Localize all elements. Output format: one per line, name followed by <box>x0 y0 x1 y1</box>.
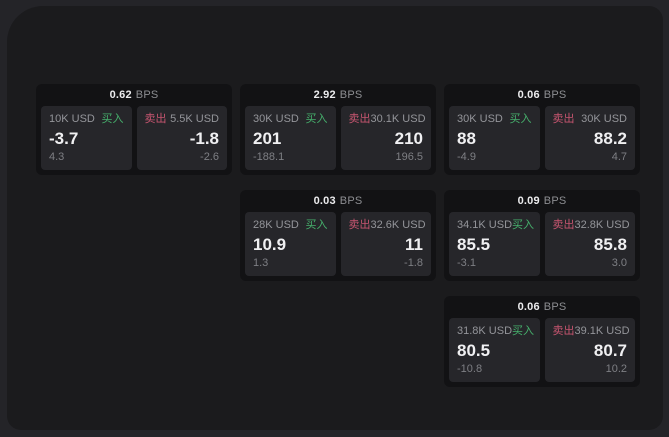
buy-change: -10.8 <box>457 363 483 375</box>
spread-unit: BPS <box>339 89 363 101</box>
spread-value: 2.92 <box>313 89 336 101</box>
sell-amount: 39.1K USD <box>574 325 630 337</box>
buy-button[interactable]: 买入 <box>512 325 535 337</box>
spread-header: 0.03 BPS <box>240 190 436 212</box>
buy-change: -3.1 <box>457 257 476 269</box>
sell-price: 85.8 <box>593 235 627 254</box>
spread-unit: BPS <box>543 195 567 207</box>
quote-card: 2.92 BPS 30K USD 买入 201 -188.1 卖出 30.1K … <box>240 84 436 175</box>
buy-tile[interactable]: 31.8K USD 买入 80.5 -10.8 <box>449 318 540 382</box>
spread-unit: BPS <box>135 89 159 101</box>
quote-card-body: 31.8K USD 买入 80.5 -10.8 卖出 39.1K USD 80.… <box>449 318 635 382</box>
quote-card: 0.03 BPS 28K USD 买入 10.9 1.3 卖出 32.6K US… <box>240 190 436 281</box>
buy-button[interactable]: 买入 <box>305 113 328 125</box>
buy-price: -3.7 <box>49 129 79 148</box>
spread-header: 0.06 BPS <box>444 84 640 106</box>
quote-card: 0.62 BPS 10K USD 买入 -3.7 4.3 卖出 5.5K USD… <box>36 84 232 175</box>
sell-change: 196.5 <box>395 151 423 163</box>
buy-button[interactable]: 买入 <box>101 113 124 125</box>
spread-value: 0.06 <box>517 89 540 101</box>
quote-card-body: 28K USD 买入 10.9 1.3 卖出 32.6K USD 11 -1.8 <box>245 212 431 276</box>
sell-price: 11 <box>405 235 423 254</box>
buy-button[interactable]: 买入 <box>305 219 328 231</box>
buy-tile[interactable]: 34.1K USD 买入 85.5 -3.1 <box>449 212 540 276</box>
spread-value: 0.03 <box>313 195 336 207</box>
sell-price: -1.8 <box>189 129 219 148</box>
buy-amount: 30K USD <box>253 113 299 125</box>
spread-header: 0.09 BPS <box>444 190 640 212</box>
sell-amount: 30.1K USD <box>370 113 426 125</box>
sell-tile[interactable]: 卖出 32.6K USD 11 -1.8 <box>340 212 431 276</box>
buy-amount: 28K USD <box>253 219 299 231</box>
buy-price: 80.5 <box>457 341 491 360</box>
spread-value: 0.09 <box>517 195 540 207</box>
spread-header: 0.06 BPS <box>444 296 640 318</box>
quote-card: 0.09 BPS 34.1K USD 买入 85.5 -3.1 卖出 32.8K… <box>444 190 640 281</box>
sell-button[interactable]: 卖出 <box>552 113 575 125</box>
sell-button[interactable]: 卖出 <box>348 113 371 125</box>
quote-card: 0.06 BPS 30K USD 买入 88 -4.9 卖出 30K USD 8… <box>444 84 640 175</box>
sell-amount: 32.6K USD <box>370 219 426 231</box>
buy-amount: 10K USD <box>49 113 95 125</box>
sell-change: -1.8 <box>404 257 423 269</box>
sell-amount: 30K USD <box>581 113 627 125</box>
buy-price: 10.9 <box>253 235 287 254</box>
sell-button[interactable]: 卖出 <box>552 219 575 231</box>
sell-change: -2.6 <box>200 151 219 163</box>
buy-price: 88 <box>457 129 476 148</box>
buy-price: 201 <box>253 129 282 148</box>
spread-unit: BPS <box>339 195 363 207</box>
sell-button[interactable]: 卖出 <box>144 113 167 125</box>
sell-price: 210 <box>394 129 423 148</box>
sell-change: 10.2 <box>605 363 627 375</box>
sell-change: 3.0 <box>611 257 627 269</box>
quote-card-body: 10K USD 买入 -3.7 4.3 卖出 5.5K USD -1.8 -2.… <box>41 106 227 170</box>
quote-card-body: 34.1K USD 买入 85.5 -3.1 卖出 32.8K USD 85.8… <box>449 212 635 276</box>
sell-tile[interactable]: 卖出 30.1K USD 210 196.5 <box>340 106 431 170</box>
quote-card-body: 30K USD 买入 88 -4.9 卖出 30K USD 88.2 4.7 <box>449 106 635 170</box>
sell-price: 88.2 <box>593 129 627 148</box>
spread-header: 2.92 BPS <box>240 84 436 106</box>
buy-tile[interactable]: 30K USD 买入 88 -4.9 <box>449 106 540 170</box>
buy-tile[interactable]: 28K USD 买入 10.9 1.3 <box>245 212 336 276</box>
buy-change: -4.9 <box>457 151 476 163</box>
spread-value: 0.06 <box>517 301 540 313</box>
sell-amount: 5.5K USD <box>170 113 219 125</box>
sell-button[interactable]: 卖出 <box>552 325 575 337</box>
spread-unit: BPS <box>543 89 567 101</box>
sell-change: 4.7 <box>611 151 627 163</box>
buy-tile[interactable]: 30K USD 买入 201 -188.1 <box>245 106 336 170</box>
sell-tile[interactable]: 卖出 5.5K USD -1.8 -2.6 <box>136 106 227 170</box>
buy-button[interactable]: 买入 <box>509 113 532 125</box>
sell-tile[interactable]: 卖出 39.1K USD 80.7 10.2 <box>544 318 635 382</box>
spread-value: 0.62 <box>109 89 132 101</box>
buy-change: 4.3 <box>49 151 65 163</box>
quote-card: 0.06 BPS 31.8K USD 买入 80.5 -10.8 卖出 39.1… <box>444 296 640 387</box>
spread-unit: BPS <box>543 301 567 313</box>
sell-tile[interactable]: 卖出 30K USD 88.2 4.7 <box>544 106 635 170</box>
sell-price: 80.7 <box>593 341 627 360</box>
sell-amount: 32.8K USD <box>574 219 630 231</box>
buy-price: 85.5 <box>457 235 491 254</box>
buy-change: -188.1 <box>253 151 285 163</box>
quote-card-body: 30K USD 买入 201 -188.1 卖出 30.1K USD 210 1… <box>245 106 431 170</box>
sell-button[interactable]: 卖出 <box>348 219 371 231</box>
buy-tile[interactable]: 10K USD 买入 -3.7 4.3 <box>41 106 132 170</box>
buy-amount: 31.8K USD <box>457 325 513 337</box>
buy-amount: 30K USD <box>457 113 503 125</box>
sell-tile[interactable]: 卖出 32.8K USD 85.8 3.0 <box>544 212 635 276</box>
buy-button[interactable]: 买入 <box>512 219 535 231</box>
spread-header: 0.62 BPS <box>36 84 232 106</box>
buy-amount: 34.1K USD <box>457 219 513 231</box>
buy-change: 1.3 <box>253 257 269 269</box>
